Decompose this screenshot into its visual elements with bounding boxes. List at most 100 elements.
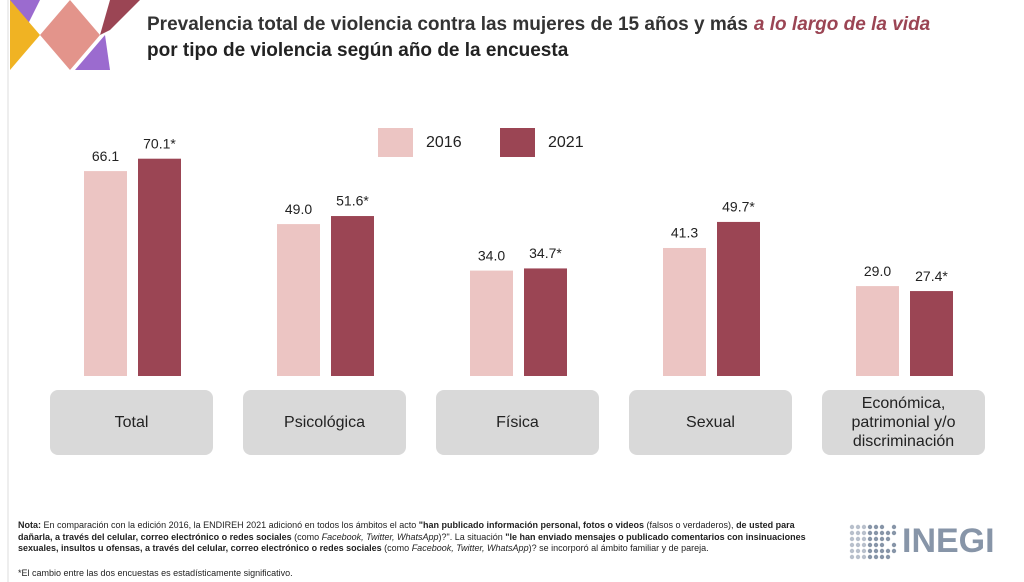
note-text: (falsos o verdaderos), <box>644 520 737 530</box>
logo: INEGI <box>849 522 995 560</box>
category-box: Económica, patrimonial y/o discriminació… <box>822 390 985 455</box>
note-text: Nota: <box>18 520 41 530</box>
category-box: Total <box>50 390 213 455</box>
logo-dot <box>849 536 855 542</box>
footnote: *El cambio entre las dos encuestas es es… <box>18 568 293 578</box>
value-label: 34.7* <box>529 245 562 261</box>
bar <box>524 268 567 376</box>
logo-dot <box>849 542 855 548</box>
value-label: 66.1 <box>92 148 119 164</box>
logo-dot <box>879 524 885 530</box>
logo-dot <box>891 530 897 536</box>
logo-dot <box>849 548 855 554</box>
title: Prevalencia total de violencia contra la… <box>147 14 748 35</box>
logo-dot <box>873 530 879 536</box>
bar <box>910 291 953 376</box>
category-box: Psicológica <box>243 390 406 455</box>
logo-dot <box>849 554 855 560</box>
logo-dot <box>891 548 897 554</box>
logo-dot <box>873 524 879 530</box>
value-label: 70.1* <box>143 135 176 151</box>
logo-dot <box>861 554 867 560</box>
logo-dot <box>873 536 879 542</box>
title-emphasis: a lo largo de la vida <box>754 14 931 35</box>
x-tick-label: Psicológica <box>284 414 365 431</box>
decor <box>75 35 110 70</box>
logo-dot <box>879 536 885 542</box>
x-tick-label: Sexual <box>686 414 735 431</box>
bar <box>717 221 760 376</box>
note-text: de usted para dañarla, a través del celu… <box>18 520 795 542</box>
value-label: 49.0 <box>285 201 312 217</box>
bar <box>331 216 374 376</box>
x-tick-label: Económica, patrimonial y/o discriminació… <box>851 395 956 450</box>
category-box: Sexual <box>629 390 792 455</box>
logo-dot <box>879 548 885 554</box>
logo-dot <box>855 554 861 560</box>
value-label: 41.3 <box>671 225 698 241</box>
value-label: 49.7* <box>722 199 755 215</box>
logo-dot <box>885 530 891 536</box>
value-label: 27.4* <box>915 268 948 284</box>
logo-dot <box>855 530 861 536</box>
logo-dot <box>867 524 873 530</box>
logo-dot <box>885 548 891 554</box>
logo-dot <box>867 554 873 560</box>
logo-dot <box>867 548 873 554</box>
logo-dot <box>867 542 873 548</box>
logo-dot <box>873 548 879 554</box>
decor <box>10 0 40 70</box>
note: Nota: En comparación con la edición 2016… <box>18 520 823 555</box>
logo-dot <box>861 548 867 554</box>
bar <box>84 171 127 376</box>
note-text: (como <box>291 531 322 542</box>
bar <box>470 270 513 376</box>
logo-dot <box>873 554 879 560</box>
logo-dot <box>855 548 861 554</box>
bar <box>138 158 181 376</box>
logo-dot <box>885 536 891 542</box>
logo-dot <box>855 536 861 542</box>
legend-swatch <box>500 128 535 157</box>
note-text: )? se incorporó al ámbito familiar y de … <box>528 543 709 553</box>
logo-dot <box>861 530 867 536</box>
logo-dot <box>867 530 873 536</box>
x-tick-label: Física <box>496 414 539 431</box>
note-text: Facebook, Twitter, WhatsApp <box>411 543 529 553</box>
logo-dot <box>879 554 885 560</box>
logo-dot <box>879 542 885 548</box>
decor <box>100 0 140 35</box>
note-text: En comparación con la edición 2016, la E… <box>41 520 419 530</box>
legend-swatch <box>378 128 413 157</box>
logo-dot <box>867 536 873 542</box>
bar <box>856 286 899 376</box>
legend-label: 2021 <box>548 134 584 151</box>
category-box: Física <box>436 390 599 455</box>
logo-dot <box>861 542 867 548</box>
logo-dot <box>885 554 891 560</box>
logo-dot <box>849 530 855 536</box>
logo-dot <box>849 524 855 530</box>
bar <box>277 224 320 376</box>
note-text: )?". La situación <box>438 531 506 542</box>
logo-dot <box>873 542 879 548</box>
logo-text: INEGI <box>902 522 995 560</box>
note-text: Facebook, Twitter, WhatsApp <box>321 531 439 542</box>
x-tick-label: Total <box>114 414 149 431</box>
bar <box>663 247 706 376</box>
value-label: 34.0 <box>478 247 505 263</box>
decor <box>40 0 100 70</box>
chart-title: Prevalencia total de violencia contra la… <box>147 14 931 35</box>
logo-dot <box>891 542 897 548</box>
legend-label: 2016 <box>426 134 462 151</box>
logo-dot <box>855 542 861 548</box>
value-label: 51.6* <box>336 193 369 209</box>
logo-dot <box>855 524 861 530</box>
note-text: "le han enviado mensajes o publicado com… <box>18 531 806 554</box>
note-text: "han publicado información personal, fot… <box>418 520 645 530</box>
note-text: (como <box>381 543 412 553</box>
logo-dot <box>879 530 885 536</box>
chart-title: por tipo de violencia según año de la en… <box>147 40 569 61</box>
